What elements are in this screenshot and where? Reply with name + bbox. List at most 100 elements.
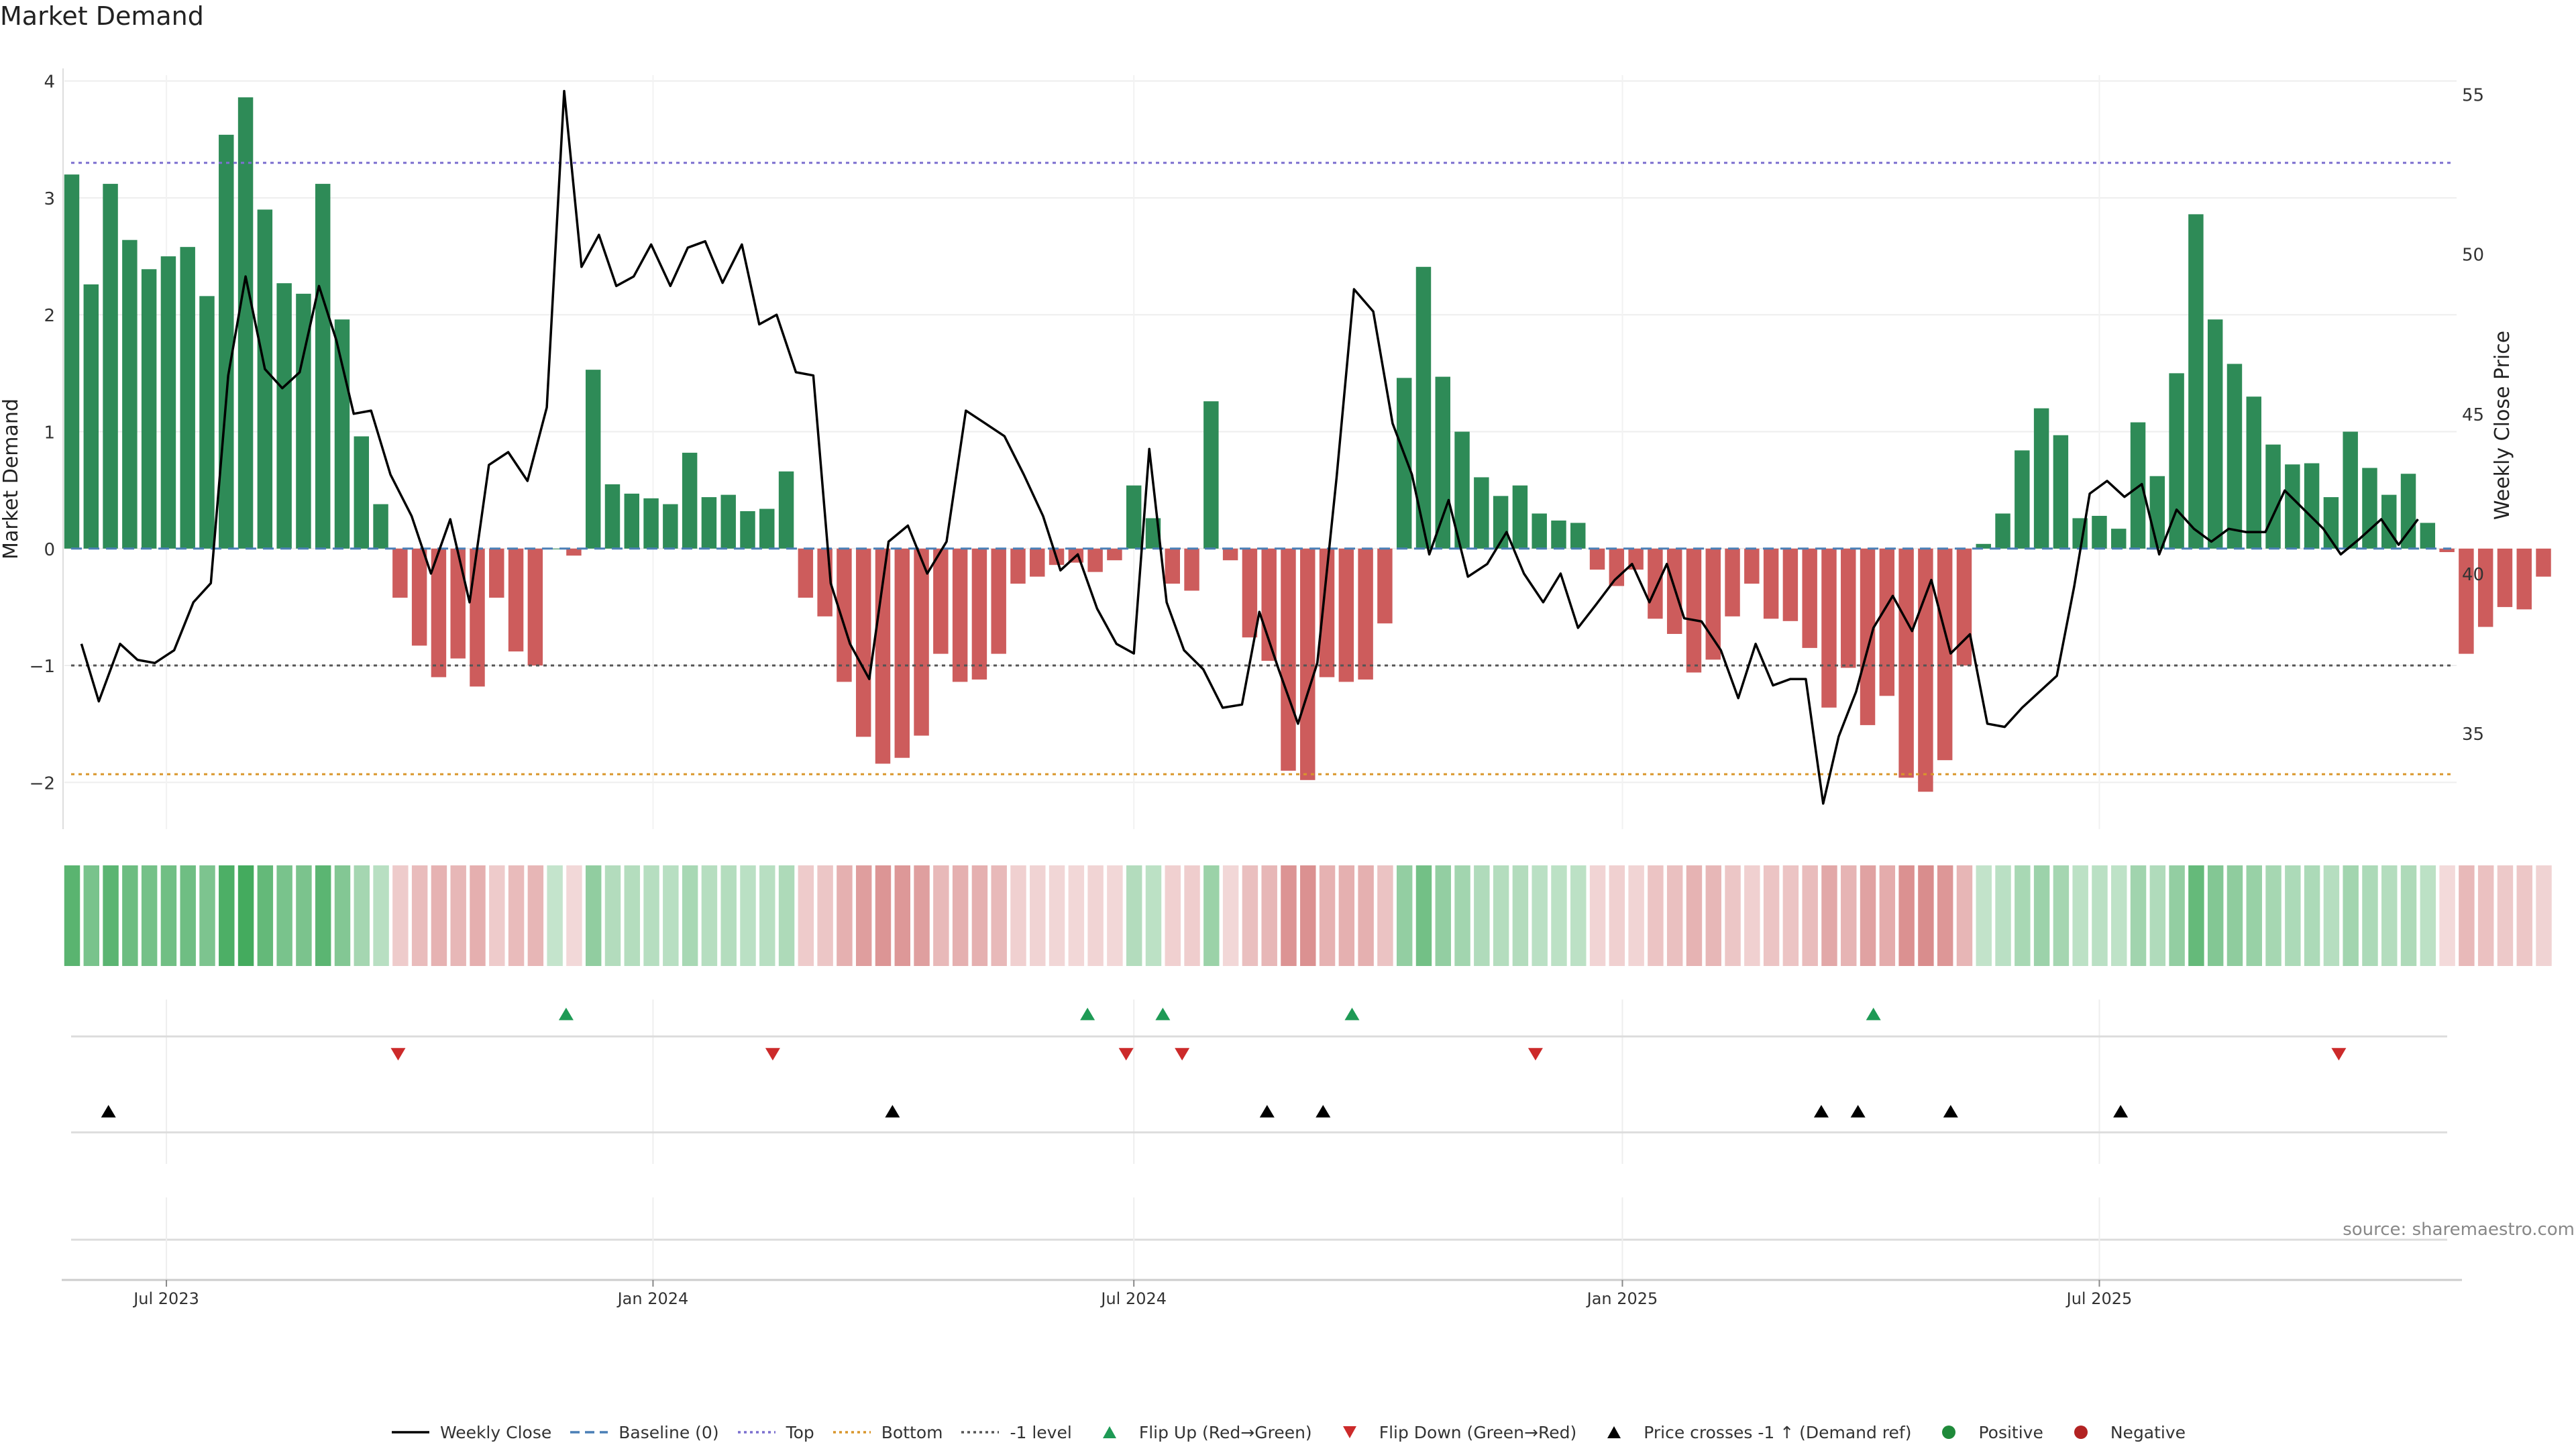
heat-cell (2072, 865, 2088, 966)
heat-cell (1937, 865, 1953, 966)
legend-swatch (1942, 1426, 1956, 1439)
y-tick-label: 2 (44, 306, 55, 326)
demand-bar (1879, 548, 1895, 696)
heat-cell (1860, 865, 1876, 966)
legend-item: Price crosses -1 ↑ (Demand ref) (1594, 1422, 1911, 1442)
legend-label: Top (786, 1422, 814, 1442)
heat-cell (2130, 865, 2147, 966)
chart-title: Market Demand (0, 1, 204, 31)
y-tick-label: 3 (44, 189, 55, 209)
demand-bar (2516, 548, 2532, 610)
heat-cell (237, 865, 254, 966)
flip-down-marker (1118, 1048, 1134, 1061)
demand-bar (585, 370, 601, 549)
heat-cell (720, 865, 737, 966)
x-tick-label: Jan 2024 (616, 1289, 689, 1308)
heat-cell (2265, 865, 2282, 966)
heat-cell (1570, 865, 1587, 966)
legend-label: Price crosses -1 ↑ (Demand ref) (1644, 1422, 1912, 1442)
demand-bar (2497, 548, 2513, 607)
legend-item: Flip Up (Red→Green) (1089, 1422, 1312, 1442)
heat-cell (1551, 865, 1567, 966)
y2-tick-label: 50 (2462, 246, 2484, 266)
demand-bar (2015, 450, 2030, 549)
demand-bar (1435, 376, 1450, 549)
legend-swatch (961, 1431, 1000, 1434)
demand-bar (1454, 431, 1470, 549)
demand-bar (527, 548, 543, 666)
heat-cell (2459, 865, 2475, 966)
heat-cell (604, 865, 621, 966)
demand-bar (1222, 548, 1238, 561)
demand-bar (1300, 548, 1316, 780)
price-cross-marker (1813, 1105, 1829, 1118)
heat-cell (1165, 865, 1181, 966)
y2-axis-title: Weekly Close Price (2491, 331, 2514, 520)
heat-cell (122, 865, 138, 966)
demand-bar (237, 97, 254, 549)
demand-bar (1686, 548, 1702, 673)
heat-cell (759, 865, 775, 966)
heat-cell (1763, 865, 1780, 966)
demand-bar (2092, 515, 2107, 549)
demand-bar (392, 548, 408, 598)
demand-bar (933, 548, 949, 654)
heat-cell (1666, 865, 1683, 966)
heat-cell (1898, 865, 1915, 966)
demand-bar (1551, 520, 1566, 549)
demand-bar (1474, 477, 1489, 549)
heat-cell (1995, 865, 2011, 966)
legend-swatch (570, 1431, 608, 1434)
demand-bar (1203, 401, 1219, 549)
heat-cell (1242, 865, 1258, 966)
demand-bar (2130, 422, 2146, 549)
heat-cell (1532, 865, 1548, 966)
legend-label: -1 level (1010, 1422, 1072, 1442)
demand-bar (2439, 548, 2455, 552)
demand-bar (1918, 548, 1933, 792)
demand-bar (1782, 548, 1799, 621)
legend: Weekly Close Baseline (0) Top Bottom -1 leve… (0, 1422, 2576, 1442)
heat-cell (2169, 865, 2185, 966)
demand-bar (663, 504, 678, 549)
demand-bar (122, 239, 138, 549)
heat-cell (1589, 865, 1606, 966)
heat-cell (2207, 865, 2224, 966)
legend-item: Positive (1929, 1422, 2043, 1442)
demand-bar (952, 548, 968, 682)
heat-cell (1396, 865, 1413, 966)
heat-cell (663, 865, 679, 966)
flip-down-marker (765, 1048, 780, 1061)
demand-bar (64, 174, 80, 549)
heat-cell (83, 865, 100, 966)
weekly-close-line (80, 90, 2419, 805)
demand-bar (2477, 548, 2493, 627)
x-tick-label: Jul 2025 (2065, 1289, 2133, 1308)
demand-bar (1030, 548, 1045, 577)
heat-cell (2497, 865, 2514, 966)
heat-cell (2420, 865, 2436, 966)
y2-tick-label: 55 (2462, 86, 2484, 106)
legend-swatch (833, 1431, 871, 1434)
demand-bar (334, 319, 350, 549)
demand-bar (199, 296, 215, 549)
heat-cell (1222, 865, 1239, 966)
heat-cell (103, 865, 119, 966)
y-tick-label: 1 (44, 423, 55, 443)
flip-up-marker (1080, 1008, 1095, 1020)
heat-cell (1415, 865, 1432, 966)
legend-item: Bottom (832, 1422, 943, 1442)
heat-cell (1802, 865, 1818, 966)
demand-bar (1087, 548, 1103, 572)
legend-label: Flip Up (Red→Green) (1138, 1422, 1312, 1442)
demand-bar (2265, 444, 2281, 549)
demand-bar (431, 548, 447, 678)
heat-cell (971, 865, 988, 966)
flip-down-marker (1175, 1048, 1190, 1061)
demand-bar (354, 436, 370, 549)
heat-cell (1145, 865, 1162, 966)
heat-cell (160, 865, 177, 966)
heat-cell (1648, 865, 1664, 966)
legend-item: Baseline (0) (569, 1422, 719, 1442)
y-tick-label: 4 (44, 72, 55, 93)
